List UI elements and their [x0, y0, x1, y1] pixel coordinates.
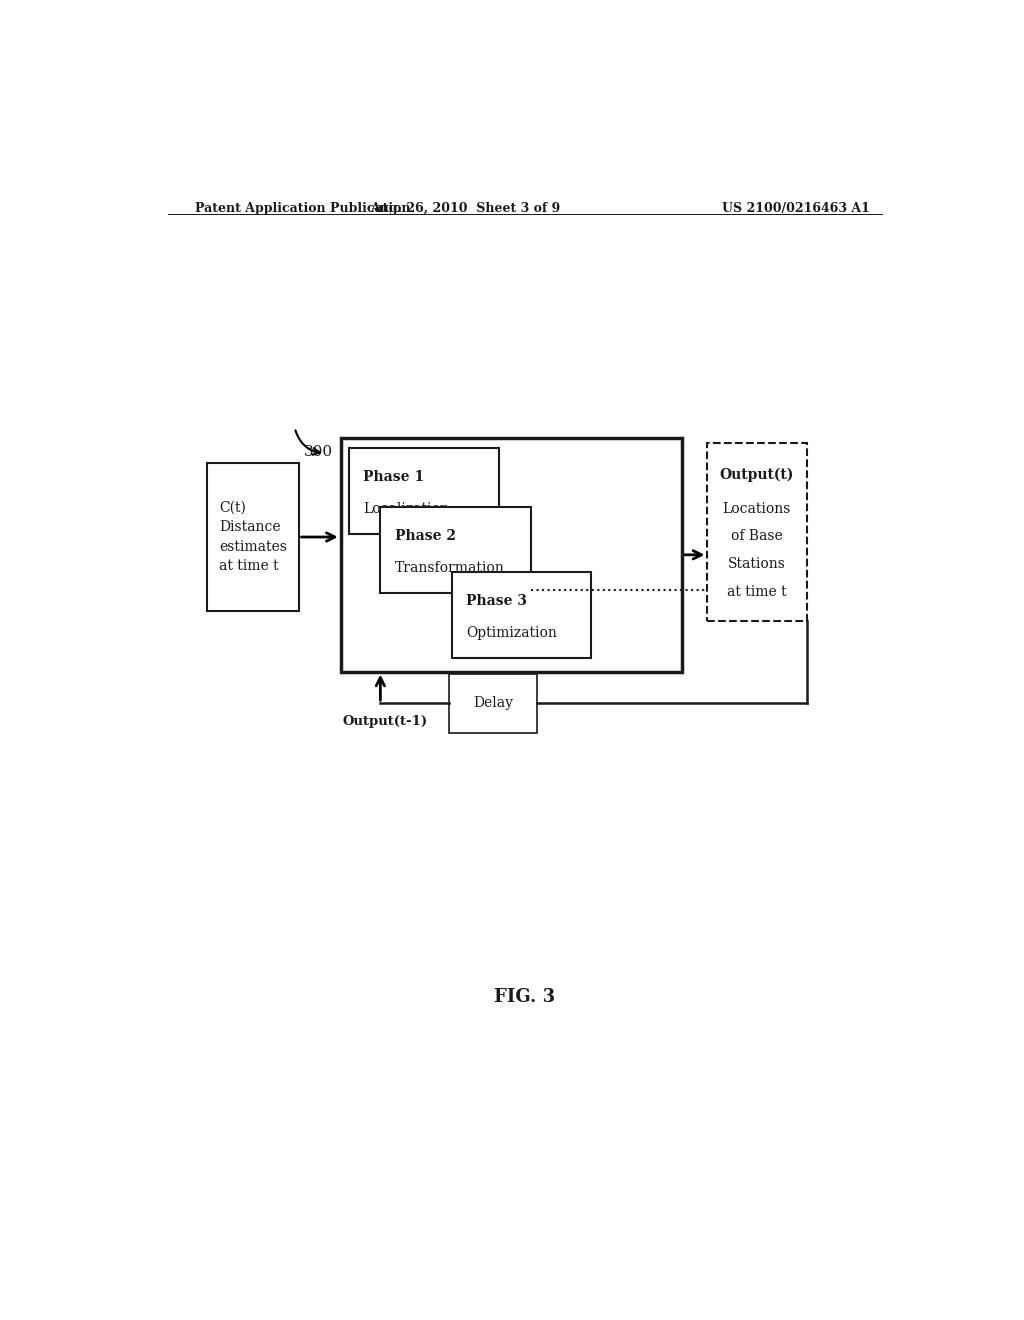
Text: Aug. 26, 2010  Sheet 3 of 9: Aug. 26, 2010 Sheet 3 of 9: [370, 202, 560, 215]
Text: Output(t): Output(t): [720, 467, 795, 482]
Text: Phase 1: Phase 1: [362, 470, 424, 483]
Bar: [452, 572, 591, 659]
Bar: [708, 444, 807, 620]
Text: 300: 300: [304, 445, 333, 459]
Text: Phase 2: Phase 2: [394, 528, 456, 543]
Text: Localization: Localization: [362, 502, 449, 516]
Bar: [207, 463, 299, 611]
Text: C(t)
Distance
estimates
at time t: C(t) Distance estimates at time t: [219, 500, 287, 573]
Bar: [450, 673, 537, 733]
Text: at time t: at time t: [727, 585, 786, 598]
Text: Delay: Delay: [473, 696, 513, 710]
Text: US 2100/0216463 A1: US 2100/0216463 A1: [722, 202, 870, 215]
Text: of Base: of Base: [731, 529, 782, 544]
Text: Patent Application Publication: Patent Application Publication: [196, 202, 411, 215]
Bar: [380, 507, 531, 594]
Text: FIG. 3: FIG. 3: [495, 987, 555, 1006]
Text: Optimization: Optimization: [466, 626, 557, 640]
Text: Output(t-1): Output(t-1): [342, 714, 427, 727]
Text: Phase 3: Phase 3: [466, 594, 527, 607]
Text: Stations: Stations: [728, 557, 785, 572]
Text: Transformation: Transformation: [394, 561, 505, 574]
Text: Locations: Locations: [723, 502, 792, 516]
Bar: [348, 447, 500, 535]
Bar: [341, 438, 682, 672]
